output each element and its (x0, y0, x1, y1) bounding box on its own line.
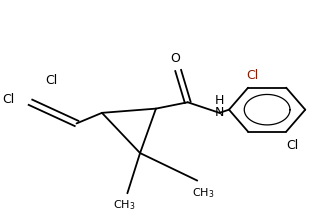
Text: Cl: Cl (45, 74, 57, 87)
Text: Cl: Cl (247, 69, 259, 82)
Text: N: N (215, 106, 224, 119)
Text: CH$_3$: CH$_3$ (192, 186, 215, 200)
Text: CH$_3$: CH$_3$ (113, 199, 136, 212)
Text: O: O (170, 52, 180, 65)
Text: H: H (215, 94, 224, 106)
Text: Cl: Cl (2, 93, 15, 106)
Text: Cl: Cl (286, 139, 299, 152)
